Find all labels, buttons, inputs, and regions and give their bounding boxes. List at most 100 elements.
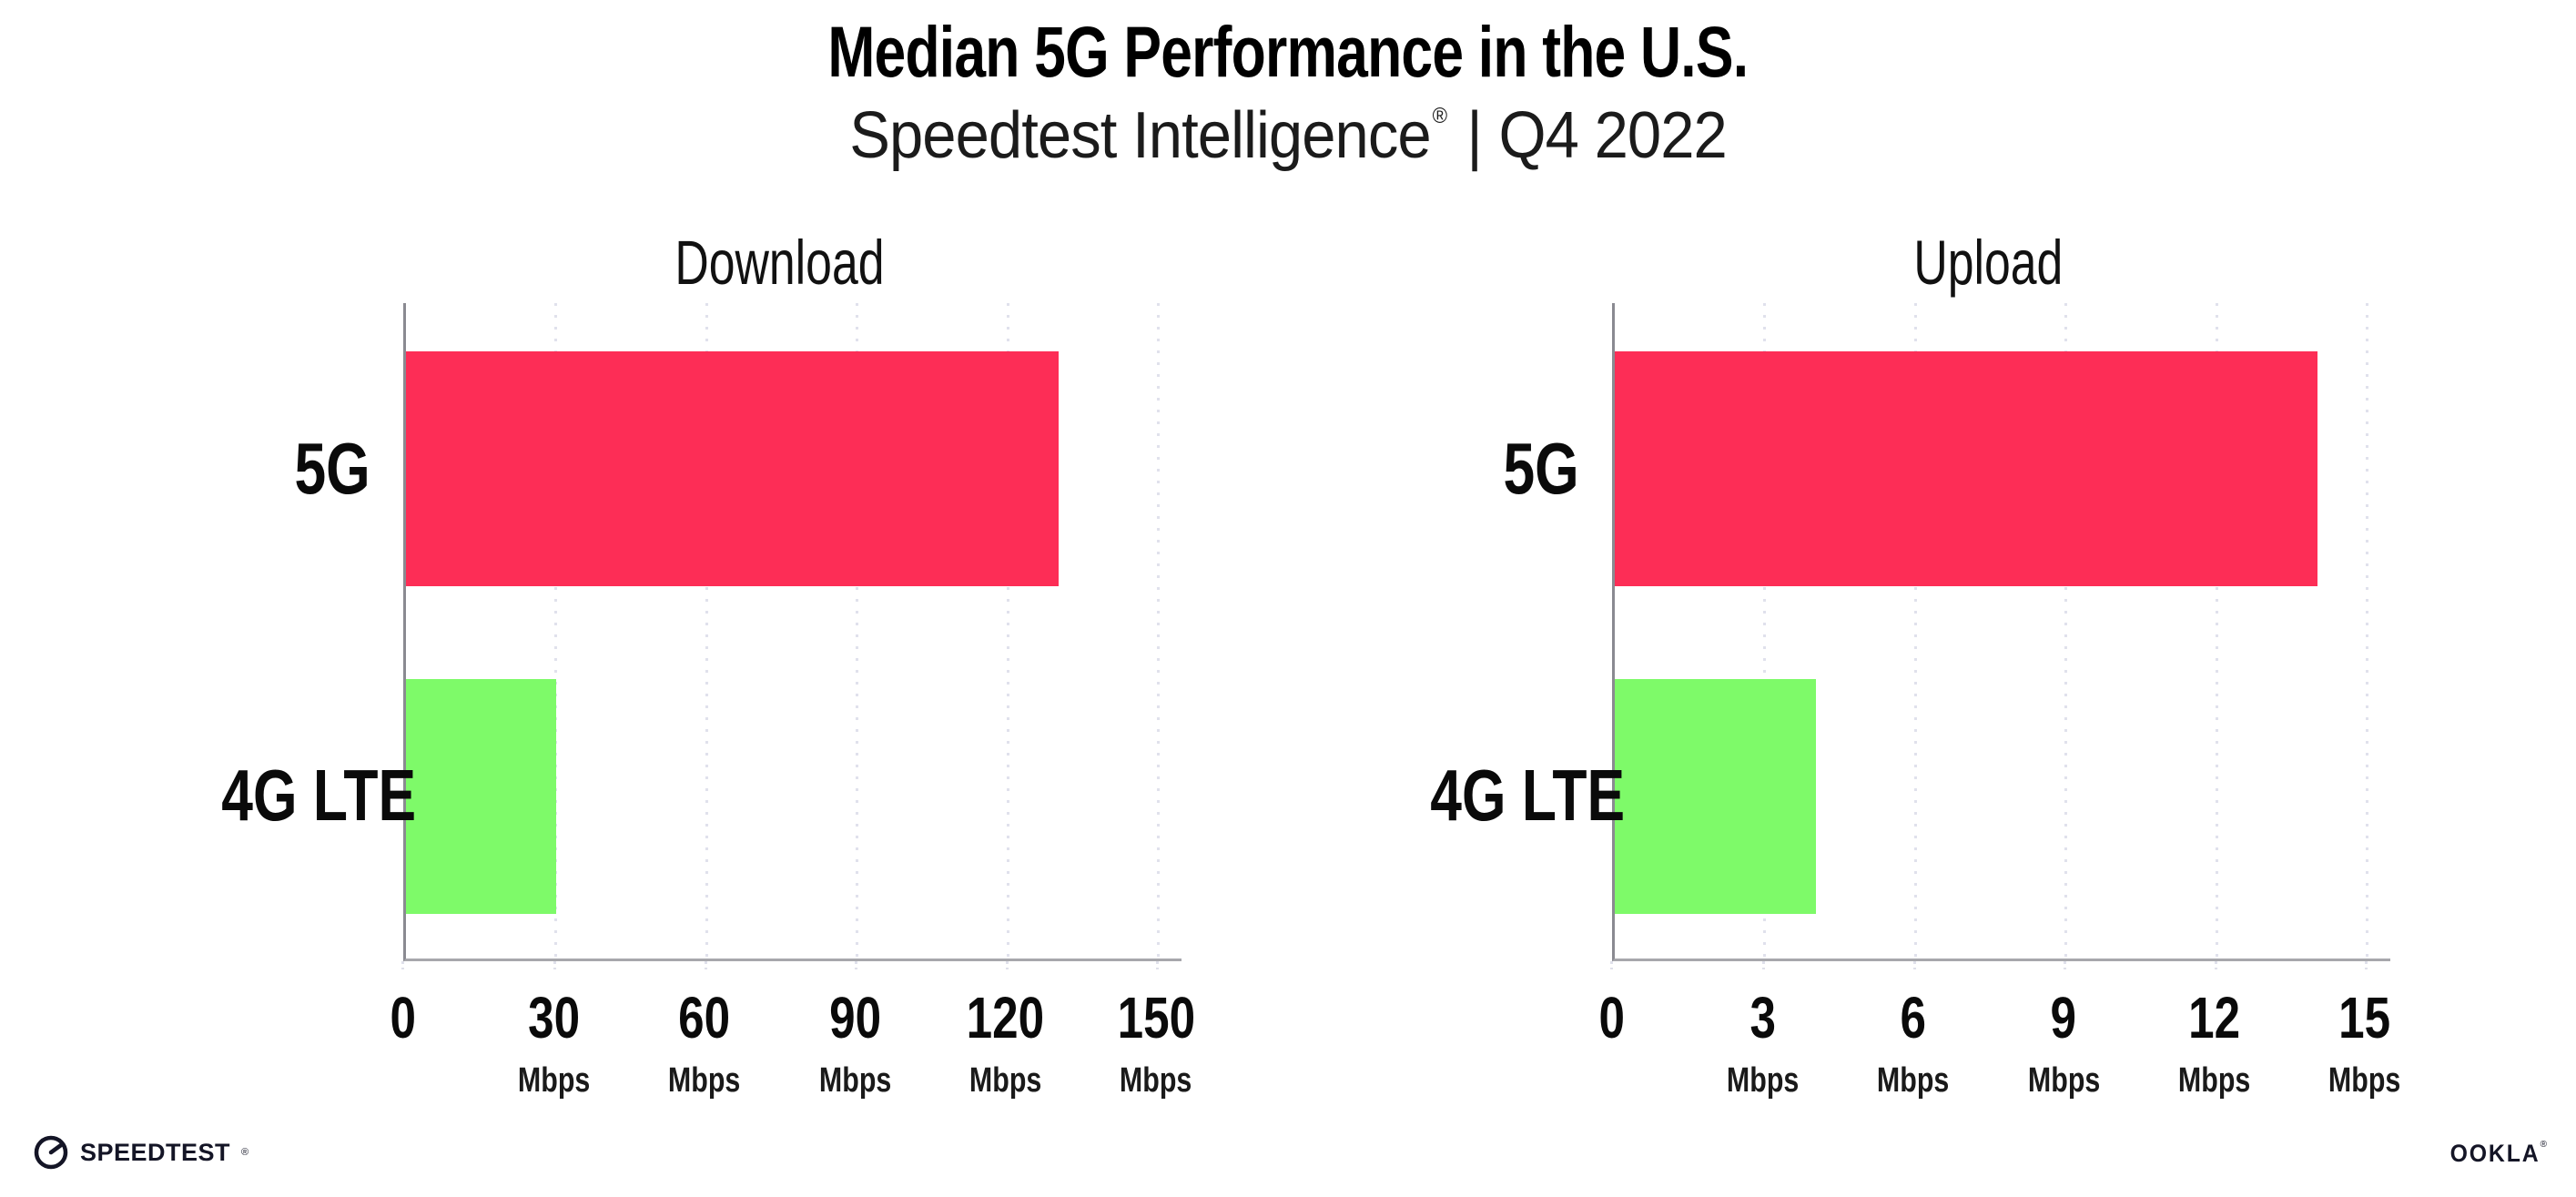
gridline-60 xyxy=(705,303,708,959)
bar-5g xyxy=(1615,351,2317,586)
tick-value-text: 12 xyxy=(2188,985,2241,1050)
row-label-5g: 5G xyxy=(1375,425,1579,512)
ookla-wordmark: OOKLA xyxy=(2449,1140,2541,1167)
tick-value-text: 15 xyxy=(2338,985,2391,1050)
tick-unit: Mbps xyxy=(632,1060,777,1102)
tick-unit-text: Mbps xyxy=(1877,1060,1950,1100)
tick-mark xyxy=(2214,961,2217,969)
tick-unit: Mbps xyxy=(1689,1060,1835,1102)
tick-unit: Mbps xyxy=(1991,1060,2136,1102)
tick-label-6: 6 Mbps xyxy=(1841,983,1986,1101)
speedtest-gauge-icon xyxy=(34,1135,68,1170)
tick-mark xyxy=(704,961,707,969)
gridline-3 xyxy=(1763,303,1767,959)
gridline-9 xyxy=(2064,303,2068,959)
row-label-text: 4G LTE xyxy=(221,755,417,836)
tick-value: 150 xyxy=(1083,983,1229,1053)
tick-unit-text: Mbps xyxy=(2027,1060,2100,1100)
bar-4g-lte xyxy=(1615,679,1816,914)
tick-mark xyxy=(2064,961,2067,969)
subtitle-separator: | xyxy=(1466,99,1482,172)
tick-unit: Mbps xyxy=(1841,1060,1986,1102)
plot-area xyxy=(1612,303,2390,961)
row-label-4g-lte: 4G LTE xyxy=(1375,752,1625,839)
gridline-90 xyxy=(856,303,859,959)
tick-value-text: 30 xyxy=(527,985,580,1050)
gridline-30 xyxy=(554,303,558,959)
tick-label-150: 150 Mbps xyxy=(1083,983,1229,1101)
tick-unit: Mbps xyxy=(2292,1060,2438,1102)
tick-unit-text: Mbps xyxy=(668,1060,741,1100)
bar-5g xyxy=(406,351,1059,586)
speedtest-logo: SPEEDTEST ® xyxy=(33,1134,248,1171)
tick-label-15: 15 Mbps xyxy=(2292,983,2438,1101)
gridline-120 xyxy=(1006,303,1009,959)
row-label-text: 5G xyxy=(294,428,370,509)
tick-mark xyxy=(1762,961,1766,969)
tick-value-text: 150 xyxy=(1117,985,1195,1050)
gridline-6 xyxy=(1913,303,1917,959)
tick-unit-text: Mbps xyxy=(2328,1060,2401,1100)
tick-label-0: 0 xyxy=(330,983,476,1053)
tick-unit-text: Mbps xyxy=(2177,1060,2251,1100)
tick-label-3: 3 Mbps xyxy=(1689,983,1835,1101)
row-label-5g: 5G xyxy=(167,425,370,512)
tick-value: 0 xyxy=(1539,983,1685,1053)
tick-label-30: 30 Mbps xyxy=(481,983,626,1101)
bar-4g-lte xyxy=(406,679,557,914)
tick-value: 3 xyxy=(1689,983,1835,1053)
tick-value-text: 6 xyxy=(1900,985,1927,1050)
row-label-4g-lte: 4G LTE xyxy=(167,752,416,839)
chart-title: Download xyxy=(403,226,1156,301)
tick-label-9: 9 Mbps xyxy=(1991,983,2136,1101)
page-subtitle: Speedtest Intelligence® | Q4 2022 xyxy=(0,96,2576,175)
plot-area xyxy=(403,303,1182,961)
page-title: Median 5G Performance in the U.S. xyxy=(0,9,2576,96)
tick-mark xyxy=(855,961,858,969)
tick-mark xyxy=(553,961,557,969)
tick-mark xyxy=(401,961,404,969)
tick-unit-text: Mbps xyxy=(1726,1060,1800,1100)
row-label-text: 5G xyxy=(1503,428,1579,509)
tick-value-text: 60 xyxy=(678,985,731,1050)
upload-chart: Upload 5G 4G LTE 0 3 Mbps 6 Mbps 9 Mbps 12 Mbps 15 Mb… xyxy=(1375,228,2400,1131)
tick-unit-text: Mbps xyxy=(818,1060,891,1100)
tick-value: 90 xyxy=(782,983,928,1053)
subtitle-brand: Speedtest Intelligence xyxy=(849,99,1431,172)
tick-value-text: 9 xyxy=(2050,985,2077,1050)
tick-mark xyxy=(1912,961,1916,969)
speedtest-wordmark: SPEEDTEST xyxy=(80,1138,231,1166)
gridline-150 xyxy=(1157,303,1160,959)
subtitle-period: Q4 2022 xyxy=(1498,99,1727,172)
tick-value: 60 xyxy=(632,983,777,1053)
tick-unit-text: Mbps xyxy=(1120,1060,1192,1100)
tick-value-text: 0 xyxy=(390,985,417,1050)
tick-value-text: 0 xyxy=(1598,985,1626,1050)
tick-value: 30 xyxy=(481,983,626,1053)
tick-label-90: 90 Mbps xyxy=(782,983,928,1101)
tick-label-120: 120 Mbps xyxy=(933,983,1079,1101)
tick-mark xyxy=(1156,961,1159,969)
tick-unit-text: Mbps xyxy=(517,1060,591,1100)
ookla-trademark: ® xyxy=(2540,1140,2547,1150)
tick-unit: Mbps xyxy=(1083,1060,1229,1102)
gridline-12 xyxy=(2215,303,2218,959)
registered-mark: ® xyxy=(1432,104,1447,128)
tick-value-text: 90 xyxy=(828,985,881,1050)
tick-value: 120 xyxy=(933,983,1079,1053)
tick-value: 15 xyxy=(2292,983,2438,1053)
tick-value-text: 3 xyxy=(1749,985,1776,1050)
tick-unit: Mbps xyxy=(782,1060,928,1102)
tick-label-0: 0 xyxy=(1539,983,1685,1053)
tick-label-60: 60 Mbps xyxy=(632,983,777,1101)
chart-title: Upload xyxy=(1612,226,2365,301)
tick-value: 6 xyxy=(1841,983,1986,1053)
tick-value: 0 xyxy=(330,983,476,1053)
chart-title-text: Upload xyxy=(1913,228,2064,298)
tick-mark xyxy=(1610,961,1613,969)
speedtest-trademark: ® xyxy=(241,1147,249,1158)
tick-label-12: 12 Mbps xyxy=(2142,983,2287,1101)
tick-unit: Mbps xyxy=(933,1060,1079,1102)
tick-unit: Mbps xyxy=(2142,1060,2287,1102)
